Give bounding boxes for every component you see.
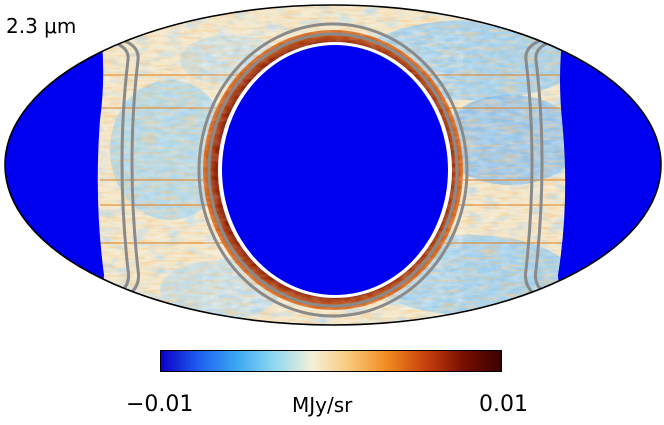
masked-region-left <box>5 5 104 325</box>
colorbar-min-label: −0.01 <box>126 392 194 417</box>
masked-region-center <box>222 45 448 295</box>
masked-region-right <box>558 5 661 325</box>
colorbar-max-label: 0.01 <box>479 392 528 417</box>
map-outline <box>4 4 662 326</box>
mask-contours <box>104 22 559 318</box>
colorbar <box>160 350 502 372</box>
map-body <box>5 5 661 325</box>
colorbar-unit-label: MJy/sr <box>292 393 353 417</box>
band-label: 2.3 μm <box>6 14 77 38</box>
